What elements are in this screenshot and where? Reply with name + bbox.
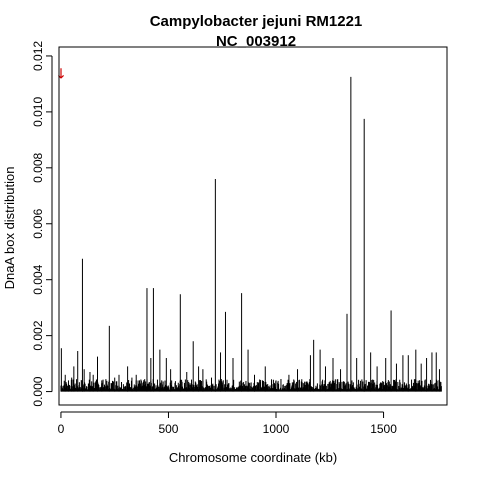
x-axis-label: Chromosome coordinate (kb) <box>169 450 337 465</box>
chart-subtitle: NC_003912 <box>216 33 296 50</box>
x-tick-label: 500 <box>158 422 178 436</box>
y-axis-label: DnaA box distribution <box>2 167 17 290</box>
y-tick-label: 0.002 <box>31 320 45 350</box>
plot-frame <box>58 46 448 406</box>
y-tick-label: 0.004 <box>31 264 45 294</box>
y-tick-label: 0.006 <box>31 208 45 238</box>
y-tick-label: 0.010 <box>31 97 45 127</box>
y-tick-label: 0.012 <box>31 41 45 71</box>
y-tick-label: 0.008 <box>31 152 45 182</box>
plot-area: ↓ <box>55 67 442 392</box>
x-tick-label: 1000 <box>263 422 290 436</box>
x-axis: 0 500 1000 1500 <box>58 411 397 436</box>
chart-title: Campylobacter jejuni RM1221 <box>150 13 363 30</box>
y-tick-label: 0.000 <box>31 376 45 406</box>
y-axis: 0.000 0.002 0.004 0.006 0.008 0.010 0.012 <box>31 41 53 407</box>
x-tick-label: 1500 <box>370 422 397 436</box>
x-tick-label: 0 <box>58 422 65 436</box>
origin-marker-arrow: ↓ <box>55 67 67 83</box>
